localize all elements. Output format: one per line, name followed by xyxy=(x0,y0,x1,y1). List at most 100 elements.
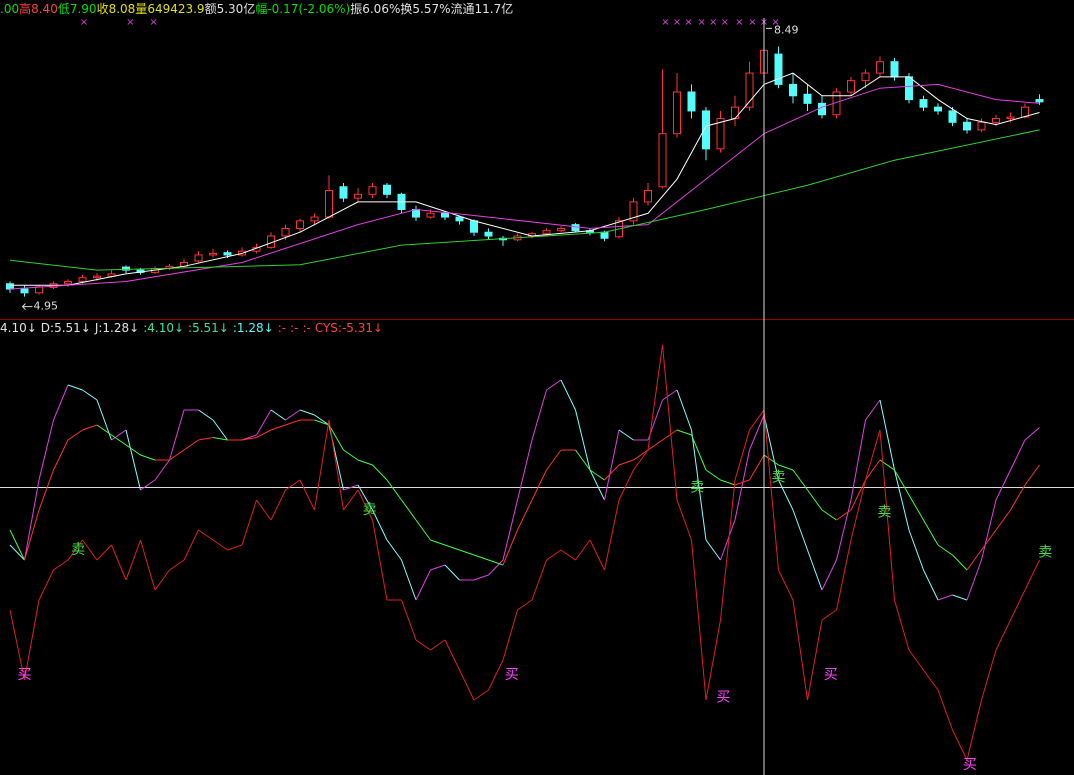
indicator-segment xyxy=(125,429,141,491)
indicator-segment xyxy=(67,429,83,441)
indicator-segment xyxy=(24,599,40,681)
signal-label: 卖 xyxy=(363,502,377,518)
indicator-field: CYS:-5.31↓ xyxy=(314,321,384,335)
indicator-segment xyxy=(1024,427,1040,441)
signal-marker: × xyxy=(684,17,692,28)
indicator-segment xyxy=(981,529,997,551)
indicator-segment xyxy=(212,419,228,441)
candle-body xyxy=(977,121,986,131)
candle-body xyxy=(484,231,493,237)
indicator-segment xyxy=(778,569,794,601)
indicator-segment xyxy=(415,569,431,601)
indicator-segment xyxy=(372,464,388,481)
candle-body xyxy=(789,83,797,97)
indicator-segment xyxy=(82,389,98,401)
indicator-segment xyxy=(1024,464,1040,486)
indicator-segment xyxy=(705,539,721,561)
indicator-field: D:5.51↓ xyxy=(40,321,91,335)
indicator-segment xyxy=(720,519,736,561)
signal-marker: × xyxy=(771,17,779,28)
quote-header: .00 高 8.40 低 7.90 收 8.08 量 649423.9 额 5.30亿幅 -0.17(… xyxy=(0,2,513,16)
indicator-field: :- xyxy=(302,321,311,335)
candle-body xyxy=(687,91,696,112)
candle-body xyxy=(658,133,667,188)
indicator-segment xyxy=(879,429,895,601)
signal-marker: × xyxy=(661,17,669,28)
indicator-segment xyxy=(488,659,504,691)
indicator-segment xyxy=(618,459,634,466)
indicator-segment xyxy=(995,619,1011,651)
indicator-segment xyxy=(908,649,924,671)
quote-field: 换 xyxy=(400,2,413,16)
quote-field: 收 xyxy=(96,2,109,16)
indicator-segment xyxy=(430,564,446,571)
indicator-segment xyxy=(589,469,605,481)
quote-field: 649423.9 xyxy=(147,2,205,16)
candle-body xyxy=(6,283,14,290)
candle-body xyxy=(354,193,362,199)
indicator-segment xyxy=(676,499,692,541)
indicator-segment xyxy=(444,639,460,671)
indicator-segment xyxy=(517,599,533,611)
candle-body xyxy=(629,201,638,222)
quote-field: -0.17(-2.06%) xyxy=(267,2,351,16)
indicator-segment xyxy=(995,469,1011,501)
indicator-segment xyxy=(749,409,765,431)
indicator-segment xyxy=(676,389,692,431)
indicator-segment xyxy=(517,439,533,501)
indicator-segment xyxy=(821,609,837,621)
candle-body xyxy=(919,99,928,108)
quote-field: 高 xyxy=(19,2,32,16)
indicator-segment xyxy=(38,569,54,601)
indicator-segment xyxy=(386,479,402,501)
candle-body xyxy=(702,110,710,150)
signal-label: 卖 xyxy=(1038,545,1052,561)
indicator-segment xyxy=(792,509,808,551)
indicator-segment xyxy=(647,344,663,451)
candle-body xyxy=(716,118,725,150)
indicator-segment xyxy=(807,619,823,701)
indicator-segment xyxy=(778,479,794,511)
indicator-segment xyxy=(401,499,417,521)
candle-body xyxy=(600,231,609,239)
candle-body xyxy=(774,53,783,85)
indicator-segment xyxy=(952,729,968,761)
indicator-segment xyxy=(691,429,707,541)
indicator-segment xyxy=(865,429,881,481)
indicator-segment xyxy=(894,469,910,496)
indicator-segment xyxy=(169,449,185,461)
indicator-segment xyxy=(531,559,547,601)
indicator-segment xyxy=(314,419,330,511)
candle-body xyxy=(93,275,101,279)
indicator-segment xyxy=(850,479,866,541)
candle-body xyxy=(876,61,884,74)
indicator-segment xyxy=(546,449,562,471)
indicator-field: :- xyxy=(277,321,287,335)
indicator-segment xyxy=(1010,484,1026,511)
indicator-segment xyxy=(908,494,924,521)
moving-average xyxy=(10,72,1040,286)
indicator-segment xyxy=(256,499,272,521)
indicator-segment xyxy=(357,459,373,466)
candle-body xyxy=(122,266,130,271)
indicator-segment xyxy=(198,437,214,441)
indicator-segment xyxy=(473,574,489,581)
indicator-segment xyxy=(807,549,823,591)
indicator-segment xyxy=(401,559,417,601)
indicator-segment xyxy=(836,499,852,561)
indicator-segment xyxy=(952,594,968,601)
high-label: 8.49 xyxy=(774,23,799,36)
indicator-segment xyxy=(691,434,707,471)
indicator-segment xyxy=(836,509,852,521)
indicator-segment xyxy=(937,689,953,731)
signal-marker: × xyxy=(149,17,157,28)
candle-body xyxy=(861,72,870,82)
indicator-segment xyxy=(531,389,547,441)
candle-body xyxy=(934,106,942,112)
indicator-segment xyxy=(227,544,243,551)
quote-field: 幅 xyxy=(255,2,268,16)
indicator-segment xyxy=(212,437,228,441)
indicator-segment xyxy=(647,439,663,451)
indicator-segment xyxy=(589,539,605,571)
